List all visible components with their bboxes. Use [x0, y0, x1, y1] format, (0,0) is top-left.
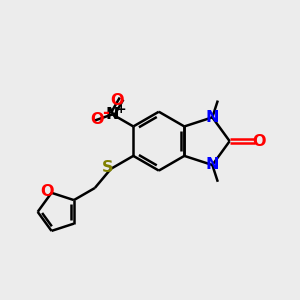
- Text: N: N: [106, 107, 119, 122]
- Text: O: O: [40, 184, 54, 199]
- Text: S: S: [102, 160, 113, 175]
- Text: O: O: [90, 112, 104, 127]
- Text: N: N: [206, 158, 219, 172]
- Text: O: O: [110, 92, 124, 107]
- Text: +: +: [116, 103, 126, 116]
- Text: O: O: [252, 134, 266, 149]
- Text: -: -: [103, 104, 110, 122]
- Text: N: N: [206, 110, 219, 125]
